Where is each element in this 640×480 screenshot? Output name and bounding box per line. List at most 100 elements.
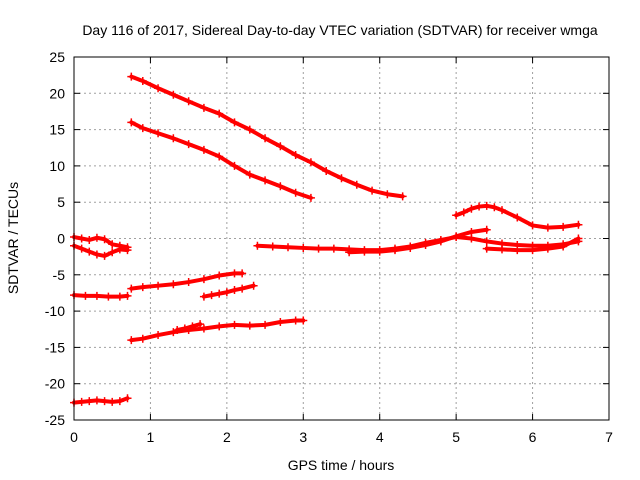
data-point xyxy=(299,316,308,325)
data-point xyxy=(276,182,285,191)
data-point xyxy=(81,291,90,300)
data-point xyxy=(329,244,338,253)
data-point xyxy=(184,97,193,106)
data-point xyxy=(127,72,136,81)
data-point xyxy=(245,125,254,134)
data-series-4 xyxy=(70,291,132,301)
y-tick-label: 25 xyxy=(49,49,65,65)
data-point xyxy=(368,186,377,195)
data-point xyxy=(138,124,147,133)
data-point xyxy=(215,152,224,161)
x-tick-label: 3 xyxy=(299,429,307,445)
data-series-12 xyxy=(452,201,583,232)
ticks: 0 1 2 3 4 5 6 7 -25 -20 -15 -10 -5 0 5 10 15 20 25 xyxy=(45,49,613,445)
data-point xyxy=(154,129,163,138)
data-point xyxy=(230,320,239,329)
data-point xyxy=(322,166,331,175)
data-series-0 xyxy=(127,72,407,201)
data-point xyxy=(127,336,136,345)
data-point xyxy=(154,84,163,93)
data-series-5 xyxy=(127,269,247,293)
data-point xyxy=(574,234,583,243)
data-point xyxy=(391,246,399,255)
data-point xyxy=(100,251,109,260)
data-point xyxy=(92,291,101,300)
data-point xyxy=(230,286,239,295)
data-point xyxy=(436,237,445,246)
y-axis-label: SDTVAR / TECUs xyxy=(5,182,21,294)
data-series-13 xyxy=(482,234,583,255)
data-point xyxy=(528,221,537,230)
data-point xyxy=(574,220,583,229)
data-point xyxy=(169,90,178,99)
data-point xyxy=(421,241,430,250)
data-point xyxy=(207,291,216,300)
x-tick-label: 2 xyxy=(223,429,231,445)
data-point xyxy=(245,321,254,330)
y-tick-label: -5 xyxy=(53,267,66,283)
data-point xyxy=(85,247,94,256)
data-point xyxy=(92,233,101,242)
data-point xyxy=(199,103,208,112)
data-point xyxy=(314,244,323,253)
data-point xyxy=(559,242,568,251)
series-trace xyxy=(129,271,245,291)
y-tick-label: -20 xyxy=(45,376,65,392)
data-point xyxy=(115,397,124,406)
y-tick-label: 20 xyxy=(49,85,65,101)
data-series-6 xyxy=(199,281,258,301)
data-point xyxy=(238,269,247,278)
data-point xyxy=(92,250,101,259)
x-tick-label: 6 xyxy=(529,429,537,445)
data-point xyxy=(276,142,285,151)
data-point xyxy=(108,248,117,257)
data-point xyxy=(268,242,277,251)
data-point xyxy=(184,278,193,287)
y-tick-label: -10 xyxy=(45,303,65,319)
data-point xyxy=(123,291,132,300)
data-point xyxy=(154,331,163,340)
data-point xyxy=(291,188,300,197)
data-point xyxy=(215,289,224,298)
data-point xyxy=(498,206,506,215)
x-axis-label: GPS time / hours xyxy=(288,457,395,473)
data-point xyxy=(482,225,491,234)
data-series-8 xyxy=(173,320,205,334)
data-point xyxy=(261,134,270,143)
data-point xyxy=(559,222,568,231)
data-point xyxy=(245,170,254,179)
data-point xyxy=(92,396,101,405)
data-point xyxy=(108,397,117,406)
data-series-1 xyxy=(127,118,315,202)
series-trace xyxy=(347,227,489,255)
data-point xyxy=(104,292,113,301)
y-tick-label: -25 xyxy=(45,412,65,428)
data-point xyxy=(261,176,270,185)
chart-title: Day 116 of 2017, Sidereal Day-to-day VTE… xyxy=(82,22,598,38)
data-point xyxy=(215,109,224,118)
data-point xyxy=(230,269,239,278)
data-point xyxy=(138,334,147,343)
data-point xyxy=(513,213,522,222)
data-point xyxy=(215,322,224,331)
data-point xyxy=(108,240,117,249)
data-point xyxy=(188,322,197,331)
data-points xyxy=(70,72,583,407)
data-point xyxy=(543,244,552,253)
data-point xyxy=(100,235,109,244)
data-point xyxy=(222,288,231,297)
y-tick-label: 5 xyxy=(57,194,65,210)
data-point xyxy=(196,320,205,329)
plot-frame xyxy=(73,56,610,421)
data-series-7 xyxy=(127,316,308,345)
data-point xyxy=(238,284,247,293)
data-point xyxy=(284,243,292,252)
data-point xyxy=(482,237,491,246)
data-point xyxy=(452,232,461,241)
data-point xyxy=(138,76,147,85)
data-point xyxy=(490,203,499,212)
data-point xyxy=(467,204,476,213)
data-point xyxy=(215,271,224,280)
y-tick-label: 15 xyxy=(49,122,65,138)
